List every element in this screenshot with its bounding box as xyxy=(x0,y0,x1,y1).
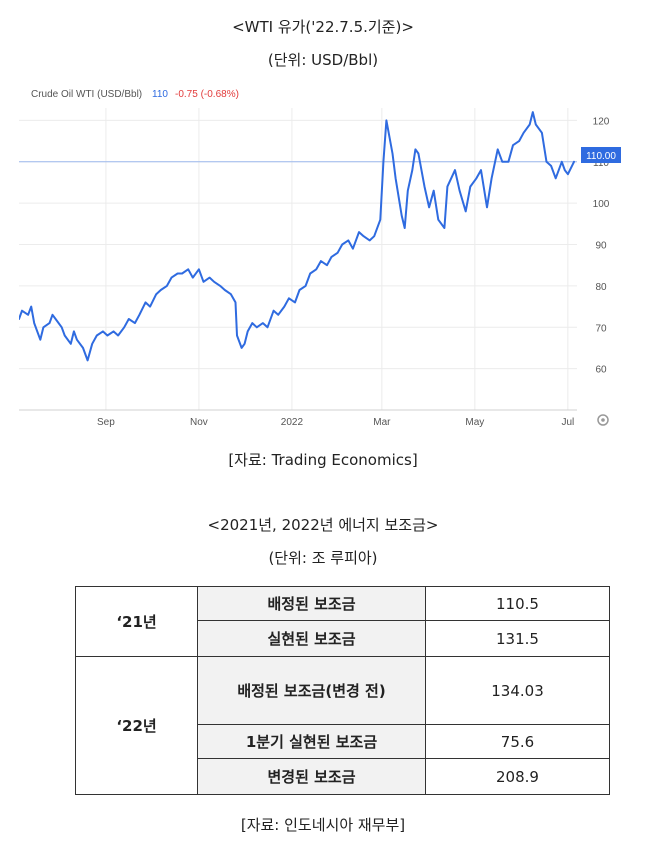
chart-header-title: Crude Oil WTI (USD/Bbl) xyxy=(31,89,142,100)
chart-title: <WTI 유가('22.7.5.기준)> xyxy=(232,18,414,36)
y-tick-label: 60 xyxy=(595,365,607,376)
last-price-label: 110.00 xyxy=(586,151,616,162)
y-tick-label: 90 xyxy=(595,241,607,252)
value-cell: 208.9 xyxy=(425,758,610,795)
year-cell: ‘21년 xyxy=(75,586,198,657)
chart-source: [자료: Trading Economics] xyxy=(228,451,418,469)
wti-chart: Crude Oil WTI (USD/Bbl) 110 -0.75 (-0.68… xyxy=(19,80,623,432)
table-row: ‘21년 배정된 보조금 110.5 xyxy=(75,586,610,657)
x-tick-label: Sep xyxy=(97,417,115,428)
table-source: [자료: 인도네시아 재무부] xyxy=(240,816,406,834)
chart-header-value: 110 xyxy=(152,89,168,100)
wti-chart-svg: Crude Oil WTI (USD/Bbl) 110 -0.75 (-0.68… xyxy=(19,80,623,432)
value-cell: 134.03 xyxy=(425,656,610,725)
chart-unit: (단위: USD/Bbl) xyxy=(267,51,379,69)
table-row: ‘22년 배정된 보조금(변경 전) 134.03 xyxy=(75,656,610,795)
label-cell: 1분기 실현된 보조금 xyxy=(197,724,426,759)
label-cell: 배정된 보조금 xyxy=(197,586,426,621)
label-cell: 실현된 보조금 xyxy=(197,620,426,657)
table-title: <2021년, 2022년 에너지 보조금> xyxy=(207,516,439,534)
y-tick-label: 100 xyxy=(593,199,610,210)
y-tick-label: 110 xyxy=(593,158,609,169)
chart-header-change: -0.75 (-0.68%) xyxy=(175,89,239,100)
y-tick-label: 120 xyxy=(593,116,610,127)
last-price-badge xyxy=(581,147,621,163)
x-tick-label: Jul xyxy=(561,417,574,428)
table-row: 변경된 보조금 208.9 xyxy=(76,758,610,795)
x-tick-label: May xyxy=(465,417,484,428)
wti-price-line xyxy=(19,111,575,362)
x-tick-label: Nov xyxy=(190,417,208,428)
x-tick-label: Mar xyxy=(373,417,391,428)
y-tick-label: 80 xyxy=(595,282,607,293)
y-tick-label: 70 xyxy=(595,323,607,334)
year-cell: ‘22년 xyxy=(75,656,198,795)
value-cell: 131.5 xyxy=(425,620,610,657)
label-cell: 배정된 보조금(변경 전) xyxy=(197,656,426,725)
gear-icon[interactable] xyxy=(597,414,609,426)
table-unit: (단위: 조 루피아) xyxy=(268,549,378,567)
x-tick-label: 2022 xyxy=(281,417,304,428)
value-cell: 75.6 xyxy=(425,724,610,759)
value-cell: 110.5 xyxy=(425,586,610,621)
table-row: 실현된 보조금 131.5 xyxy=(76,620,610,657)
table-row: 1분기 실현된 보조금 75.6 xyxy=(76,724,610,759)
label-cell: 변경된 보조금 xyxy=(197,758,426,795)
energy-subsidy-table: ‘21년 배정된 보조금 110.5 실현된 보조금 131.5 ‘22년 배정… xyxy=(75,586,610,795)
